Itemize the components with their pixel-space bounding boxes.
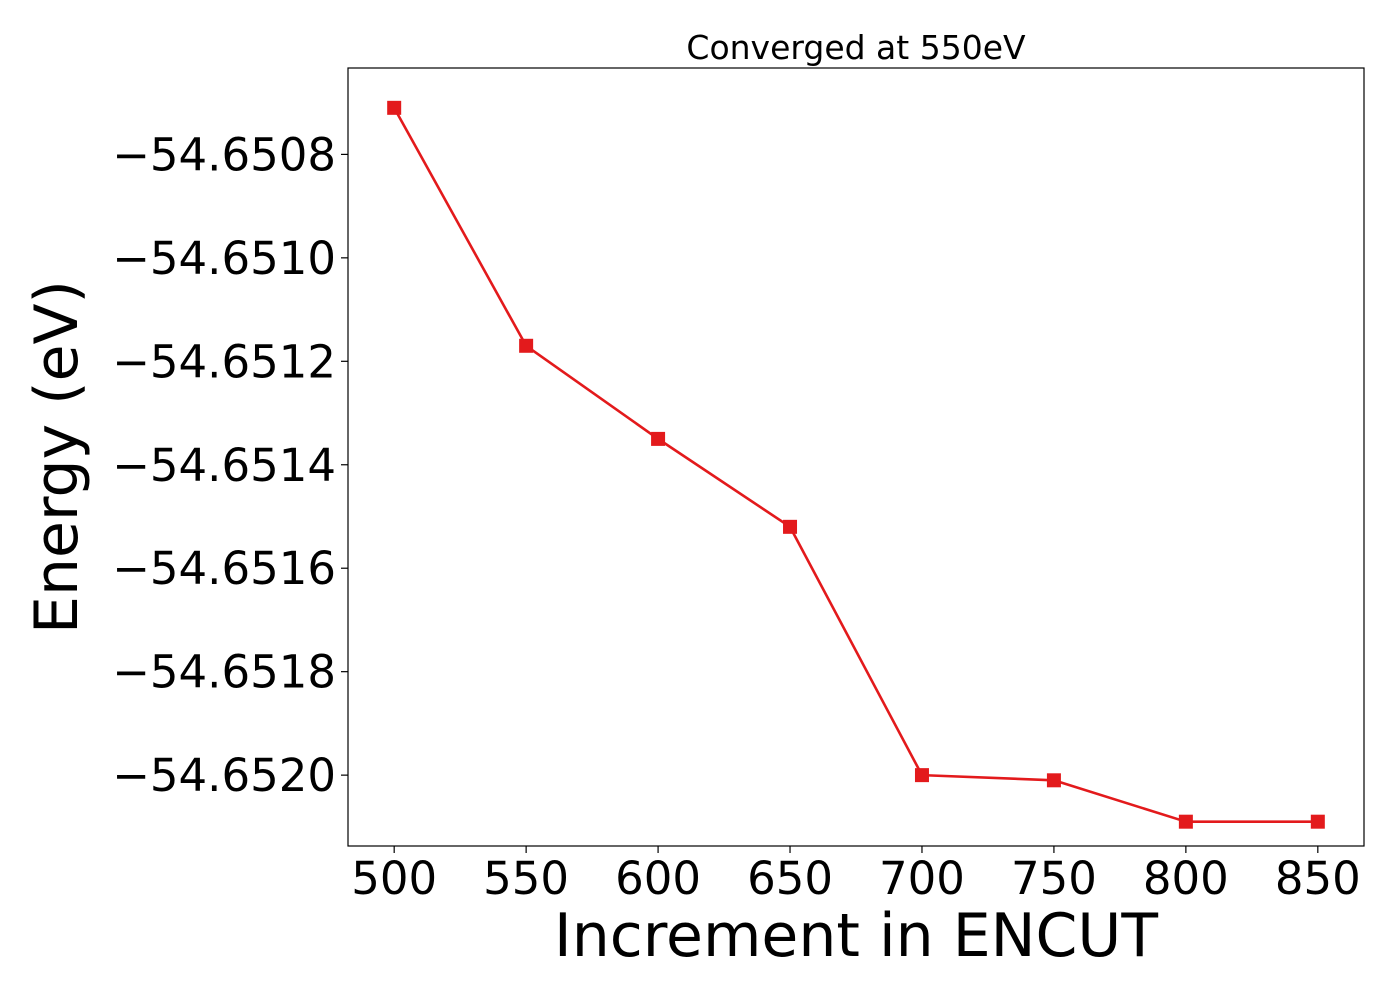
x-tick-label: 700 (879, 852, 965, 905)
y-axis-label: Energy (eV) (22, 280, 92, 634)
data-point-marker (914, 768, 929, 783)
x-tick-label: 600 (615, 852, 701, 905)
x-tick-label: 500 (351, 852, 437, 905)
series-layer (387, 100, 1325, 829)
y-tick-label: −54.6516 (112, 542, 336, 595)
data-point-marker (1310, 814, 1325, 829)
data-point-marker (387, 100, 402, 115)
series-line (393, 107, 1318, 823)
x-axis-label: Increment in ENCUT (554, 901, 1158, 971)
data-point-marker (1046, 773, 1061, 788)
y-tick-label: −54.6510 (112, 232, 336, 285)
data-point-marker (651, 431, 666, 446)
x-tick-label: 800 (1143, 852, 1229, 905)
y-tick-label: −54.6508 (112, 128, 336, 181)
y-axis-ticks: −54.6508 −54.6510 −54.6512 −54.6514 −54.6516… (112, 128, 348, 802)
x-tick-label: 750 (1011, 852, 1097, 905)
x-tick-label: 650 (747, 852, 833, 905)
y-tick-label: −54.6518 (112, 646, 336, 699)
y-tick-label: −54.6514 (112, 439, 336, 492)
chart-title: Converged at 550eV (686, 28, 1026, 67)
y-tick-label: −54.6520 (112, 749, 336, 802)
x-axis-ticks: 500 550 600 650 700 750 800 850 (351, 846, 1361, 905)
data-point-marker (1178, 814, 1193, 829)
data-point-marker (783, 519, 798, 534)
y-tick-label: −54.6512 (112, 335, 336, 388)
data-point-marker (519, 338, 534, 353)
plot-area-frame (347, 67, 1365, 847)
x-tick-label: 550 (483, 852, 569, 905)
x-tick-label: 850 (1275, 852, 1361, 905)
